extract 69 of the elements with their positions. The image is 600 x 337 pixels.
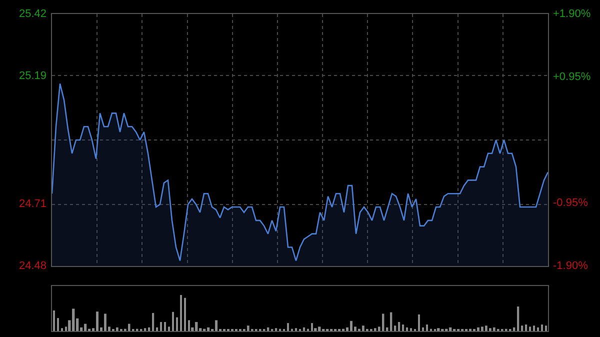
- bar: [84, 324, 87, 331]
- bar: [156, 327, 158, 331]
- bar: [418, 314, 420, 331]
- y2-tick-label: +1.90%: [553, 8, 591, 20]
- bar: [104, 314, 106, 331]
- bar: [116, 327, 118, 331]
- bar: [394, 326, 396, 331]
- bar: [318, 326, 321, 331]
- bar: [493, 327, 496, 331]
- bar: [382, 314, 384, 331]
- bar: [160, 322, 162, 331]
- bar: [207, 327, 210, 331]
- bar: [410, 328, 412, 331]
- bar: [350, 320, 352, 331]
- bar: [180, 295, 182, 331]
- bar: [481, 326, 484, 331]
- bar: [96, 312, 99, 331]
- bar: [521, 326, 524, 331]
- bar: [164, 322, 166, 331]
- bar: [172, 312, 174, 331]
- bar: [374, 328, 376, 331]
- bar: [184, 298, 186, 331]
- bar: [148, 327, 150, 331]
- bar: [398, 322, 400, 331]
- bar: [406, 327, 408, 331]
- bar: [437, 328, 440, 331]
- bar: [541, 324, 543, 331]
- bar: [247, 326, 250, 331]
- bar: [61, 328, 63, 331]
- bar: [449, 327, 452, 331]
- bar: [144, 328, 146, 331]
- bar: [513, 327, 516, 331]
- bar: [195, 322, 198, 331]
- bar: [537, 327, 539, 331]
- bar: [128, 324, 130, 331]
- y-tick-label: 25.42: [19, 8, 47, 20]
- bar: [311, 323, 313, 331]
- y-tick-label: 25.19: [19, 70, 47, 82]
- y2-tick-label: -1.90%: [553, 260, 588, 272]
- bar: [390, 312, 392, 331]
- bar: [176, 317, 178, 331]
- bar: [215, 320, 218, 331]
- y-tick-label: 24.71: [19, 198, 47, 210]
- bar: [168, 326, 170, 331]
- bar: [485, 326, 488, 331]
- bar: [53, 310, 55, 331]
- bar: [57, 318, 59, 331]
- bar: [422, 327, 424, 331]
- bar: [477, 327, 480, 331]
- y2-tick-label: +0.95%: [553, 71, 591, 83]
- bar: [287, 323, 289, 331]
- bar: [303, 327, 305, 331]
- bar: [362, 326, 364, 331]
- bar: [517, 306, 520, 331]
- bar: [72, 308, 75, 331]
- bar: [525, 324, 528, 331]
- y2-tick-label: -0.95%: [553, 197, 588, 209]
- bar: [295, 328, 297, 331]
- bar: [267, 327, 270, 331]
- bar: [402, 324, 404, 331]
- bar: [529, 326, 532, 331]
- bar: [152, 313, 154, 331]
- bar: [489, 328, 492, 331]
- bar: [426, 324, 428, 331]
- y-tick-label: 24.48: [19, 260, 47, 272]
- bar: [275, 328, 278, 331]
- bar: [545, 326, 547, 331]
- bar: [188, 320, 190, 331]
- bar: [533, 326, 535, 331]
